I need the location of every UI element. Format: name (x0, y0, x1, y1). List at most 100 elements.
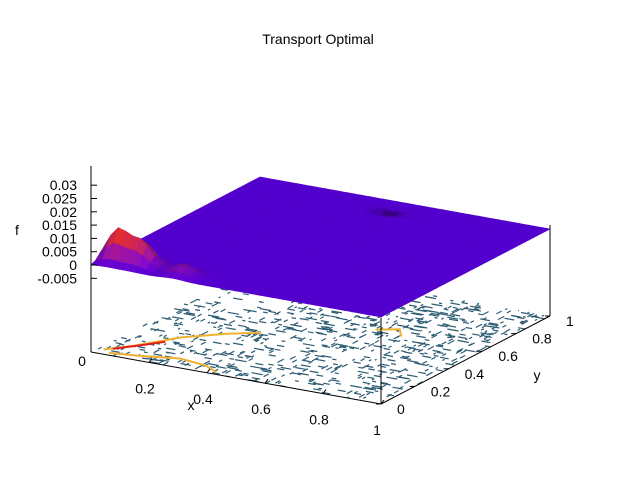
contour-line (520, 311, 531, 315)
contour-line (258, 334, 264, 337)
contour-line (370, 388, 373, 391)
contour-line (293, 336, 302, 340)
contour-line (457, 339, 470, 344)
contour-line (213, 301, 222, 304)
contour-line (422, 355, 432, 359)
contour-line (229, 357, 235, 360)
contour-line (381, 381, 389, 385)
contour-line (274, 311, 281, 316)
contour-line (237, 324, 247, 328)
contour-line (447, 333, 452, 336)
contour-line (165, 316, 171, 321)
contour-line (216, 352, 228, 357)
contour-line (346, 390, 353, 395)
contour-line (396, 335, 400, 338)
contour-line (177, 359, 183, 363)
contour-line (173, 322, 177, 325)
contour-line (335, 382, 342, 385)
contour-line (294, 322, 298, 325)
contour-line (373, 374, 382, 378)
contour-line (444, 334, 456, 338)
contour-line (224, 343, 230, 346)
chart-title: Transport Optimal (262, 31, 374, 47)
contour-line (304, 352, 311, 357)
contour-line (339, 345, 347, 348)
contour-line (261, 370, 272, 373)
contour-line (398, 376, 410, 380)
contour-line (184, 329, 190, 332)
contour-line (300, 364, 311, 368)
contour-line (361, 366, 366, 369)
contour-line (404, 339, 408, 342)
contour-line (369, 319, 375, 322)
contour-line (370, 349, 375, 352)
contour-line (262, 311, 268, 314)
contour-line (120, 337, 127, 340)
contour-line (287, 312, 295, 315)
contour-line (319, 316, 325, 320)
contour-line (357, 373, 363, 377)
contour-line (404, 312, 409, 315)
contour-line (472, 333, 480, 336)
contour-line (203, 360, 211, 365)
contour-line (227, 363, 231, 365)
contour-line (452, 360, 458, 365)
contour-line (436, 369, 443, 372)
contour-line (314, 354, 325, 358)
contour-line (434, 316, 438, 319)
contour-line (388, 326, 393, 329)
contour-line (489, 322, 499, 326)
contour-line (294, 380, 299, 382)
contour-line (126, 339, 131, 342)
contour-line (153, 353, 163, 357)
contour-line (265, 380, 271, 384)
contour-line (361, 326, 367, 329)
contour-line (388, 338, 399, 342)
contour-line (289, 334, 297, 340)
contour-line (207, 308, 211, 311)
contour-line (371, 319, 377, 321)
contour-line (365, 390, 374, 394)
contour-line (321, 314, 331, 317)
contour-line (225, 370, 231, 374)
x-tick-mark (148, 358, 153, 363)
contour-line (383, 351, 391, 356)
contour-line (403, 355, 408, 359)
contour-line (232, 342, 244, 346)
contour-line (448, 314, 455, 318)
contour-line (193, 351, 198, 355)
contour-line (395, 315, 399, 318)
contour-line (157, 347, 162, 350)
contour-line (433, 354, 439, 357)
contour-line (308, 350, 315, 353)
contour-line (271, 377, 277, 381)
contour-line (369, 324, 377, 327)
contour-line (334, 365, 342, 371)
contour-line (178, 332, 185, 335)
contour-line (368, 342, 375, 347)
contour-line (449, 311, 455, 316)
contour-line (193, 336, 199, 341)
contour-line (201, 330, 209, 336)
contour-line (502, 324, 507, 328)
x-tick-mark (206, 368, 211, 374)
contour-line (211, 302, 219, 307)
contour-line (289, 355, 296, 360)
y-tick-label: 0.6 (498, 348, 518, 364)
contour-line (400, 350, 406, 353)
contour-line (480, 332, 492, 336)
contour-line (183, 312, 196, 317)
contour-line (319, 308, 323, 312)
contour-line (482, 311, 489, 315)
contour-line (242, 293, 249, 296)
contour-line (517, 316, 525, 320)
contour-line (425, 371, 433, 377)
contour-line (355, 315, 361, 318)
contour-line (465, 326, 473, 330)
contour-line (163, 343, 167, 346)
contour-line (348, 346, 360, 350)
x-tick-label: 0.8 (309, 412, 329, 428)
contour-line (389, 371, 395, 375)
contour-line (416, 333, 421, 335)
contour-line (424, 339, 430, 341)
